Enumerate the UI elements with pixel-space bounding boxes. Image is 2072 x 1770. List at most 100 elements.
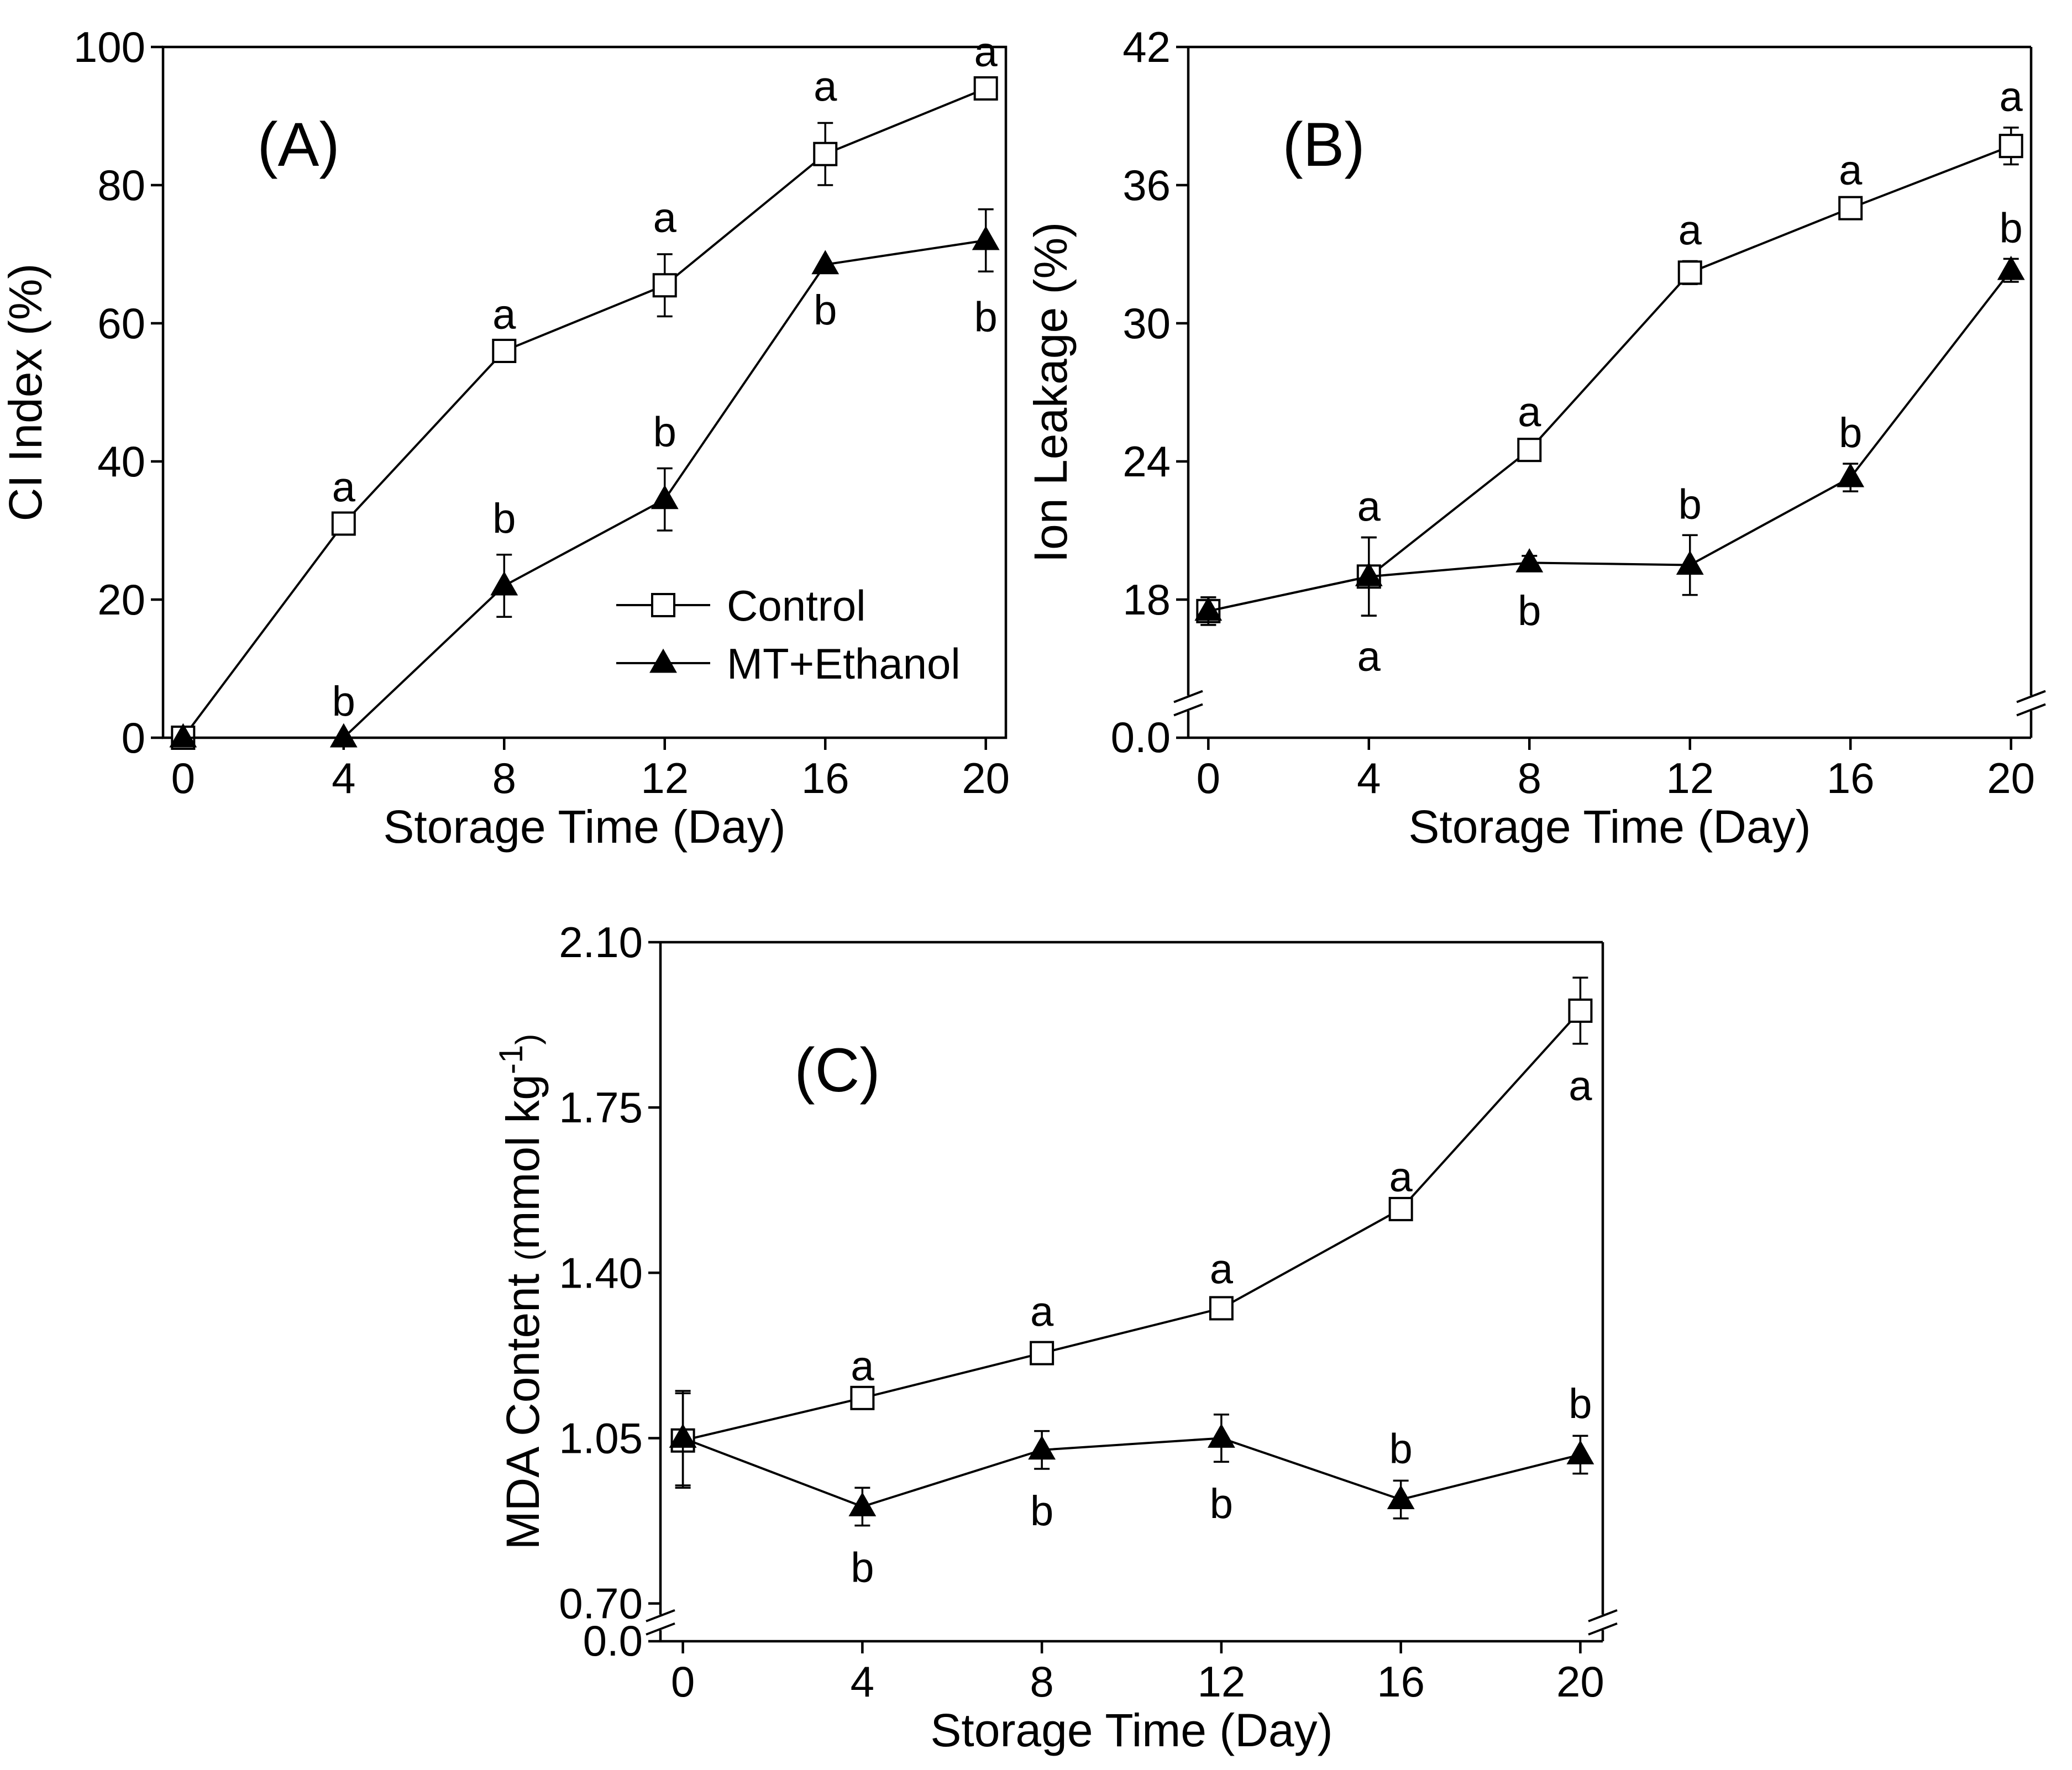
series-mt_ethanol: a b b b b — [1194, 204, 2025, 680]
axis-break-mark — [646, 1609, 675, 1622]
x-tick-label: 20 — [1987, 754, 2035, 802]
y-tick-label: 0 — [122, 713, 145, 762]
data-point-mt_ethanol — [1515, 548, 1544, 573]
data-point-mt_ethanol — [1387, 1485, 1415, 1510]
data-point-control — [1677, 260, 1702, 285]
legend: Control MT+Ethanol — [616, 581, 961, 688]
y-axis-title: CI Index (%) — [0, 264, 51, 522]
y-tick-label: 0.0 — [583, 1616, 643, 1665]
y-tick-label: 80 — [97, 161, 145, 209]
significance-label-mt_ethanol: b — [1569, 1380, 1592, 1427]
y-tick-label: 2.10 — [559, 918, 643, 967]
x-tick-label: 12 — [641, 754, 689, 802]
axis-break-mark — [1173, 690, 1203, 703]
x-axis-title: Storage Time (Day) — [930, 1704, 1333, 1756]
data-point-control — [1388, 1196, 1413, 1221]
x-tick-label: 8 — [492, 754, 516, 802]
legend-marker-control — [651, 593, 675, 617]
x-tick-label: 16 — [1827, 754, 1875, 802]
data-point-mt_ethanol — [972, 225, 1000, 250]
data-point-mt_ethanol — [1207, 1424, 1235, 1448]
y-tick-label: 1.05 — [559, 1414, 643, 1462]
legend-label-mt_ethanol: MT+Ethanol — [727, 639, 961, 688]
data-point-control — [1568, 998, 1593, 1023]
data-point-control — [331, 511, 356, 536]
data-point-control — [1838, 196, 1863, 220]
x-tick-label: 12 — [1197, 1657, 1245, 1706]
series-line-control — [182, 87, 987, 739]
x-tick-label: 16 — [1377, 1657, 1425, 1706]
y-tick-label: 0.70 — [559, 1579, 643, 1628]
y-tick-label: 42 — [1122, 23, 1171, 71]
data-point-mt_ethanol — [1837, 463, 1865, 487]
chart-panel-c: 0.00.70 1.05 1.40 1.75 2.10 0 4 8 12 16 20 Storage … — [492, 918, 1618, 1756]
significance-label-control: a — [492, 291, 516, 338]
axis-break-mark — [2016, 690, 2046, 703]
data-point-mt_ethanol — [669, 1424, 697, 1448]
axis-break-mark — [1588, 1609, 1618, 1622]
data-point-control — [1517, 438, 1542, 463]
data-point-mt_ethanol — [329, 723, 358, 748]
y-tick-label: 36 — [1122, 161, 1171, 209]
data-point-mt_ethanol — [651, 485, 679, 510]
x-axis-title: Storage Time (Day) — [1408, 801, 1811, 853]
significance-label-mt_ethanol: b — [653, 409, 676, 456]
x-tick-label: 12 — [1666, 754, 1714, 802]
axis-break-mark — [1588, 1622, 1618, 1636]
y-axis-title-part-ylabel_unit: mmol kg — [497, 1074, 549, 1249]
y-tick-label: 40 — [97, 437, 145, 486]
plot-frame — [161, 45, 1008, 739]
significance-label-control: a — [814, 64, 837, 111]
series-mt_ethanol: b b b b b — [669, 1380, 1594, 1592]
data-point-mt_ethanol — [811, 250, 840, 275]
significance-label-control: a — [851, 1343, 874, 1390]
x-tick-label: 8 — [1518, 754, 1541, 802]
y-axis-title-part-ylabel_open_paren: ( — [509, 1249, 546, 1260]
data-point-mt_ethanol — [848, 1492, 877, 1516]
x-tick-label: 0 — [671, 1657, 695, 1706]
axis-break-mark — [1173, 703, 1203, 717]
significance-label-control: a — [332, 464, 356, 511]
x-axis-title: Storage Time (Day) — [383, 801, 785, 853]
data-point-control — [1209, 1296, 1234, 1321]
significance-label-mt_ethanol: b — [814, 287, 837, 334]
data-point-mt_ethanol — [1997, 255, 2025, 280]
y-tick-label: 1.40 — [559, 1248, 643, 1297]
x-tick-label: 16 — [801, 754, 849, 802]
significance-label-mt_ethanol: b — [1839, 409, 1862, 456]
data-point-control — [1998, 134, 2023, 159]
significance-label-mt_ethanol: b — [492, 495, 516, 542]
significance-label-control: a — [974, 29, 998, 76]
data-point-mt_ethanol — [1028, 1435, 1056, 1460]
axis-break-mark — [2016, 703, 2046, 717]
data-point-control — [1030, 1341, 1055, 1365]
series-line-control — [683, 1010, 1581, 1442]
y-axis-title-part-ylabel_superscript: -1 — [492, 1045, 529, 1074]
significance-label-mt_ethanol: b — [1518, 587, 1541, 634]
significance-label-control: a — [1678, 207, 1702, 254]
x-tick-label: 4 — [851, 1657, 874, 1706]
significance-label-control: a — [653, 195, 677, 241]
data-point-mt_ethanol — [1355, 562, 1383, 586]
series-line-mt_ethanol — [1208, 269, 2012, 612]
data-point-control — [973, 76, 998, 101]
data-point-mt_ethanol — [1566, 1440, 1594, 1464]
x-tick-label: 0 — [1197, 754, 1220, 802]
x-tick-label: 20 — [962, 754, 1010, 802]
y-axis-title-part-ylabel_main: MDA Content — [497, 1260, 549, 1550]
y-tick-label: 1.75 — [559, 1083, 643, 1132]
significance-label-mt_ethanol: b — [332, 678, 355, 725]
significance-label-mt_ethanol: b — [1210, 1480, 1233, 1527]
axis-break-mark — [646, 1622, 675, 1636]
y-tick-label: 60 — [97, 299, 145, 348]
significance-label-mt_ethanol: b — [851, 1545, 874, 1592]
data-point-control — [850, 1385, 875, 1410]
y-tick-label: 100 — [74, 23, 145, 71]
significance-label-mt_ethanol: b — [2000, 204, 2023, 251]
data-point-mt_ethanol — [169, 723, 197, 748]
y-tick-label: 24 — [1122, 437, 1171, 486]
significance-label-control: a — [1030, 1289, 1054, 1336]
x-tick-label: 0 — [171, 754, 195, 802]
data-point-control — [652, 273, 677, 298]
x-tick-label: 4 — [332, 754, 355, 802]
